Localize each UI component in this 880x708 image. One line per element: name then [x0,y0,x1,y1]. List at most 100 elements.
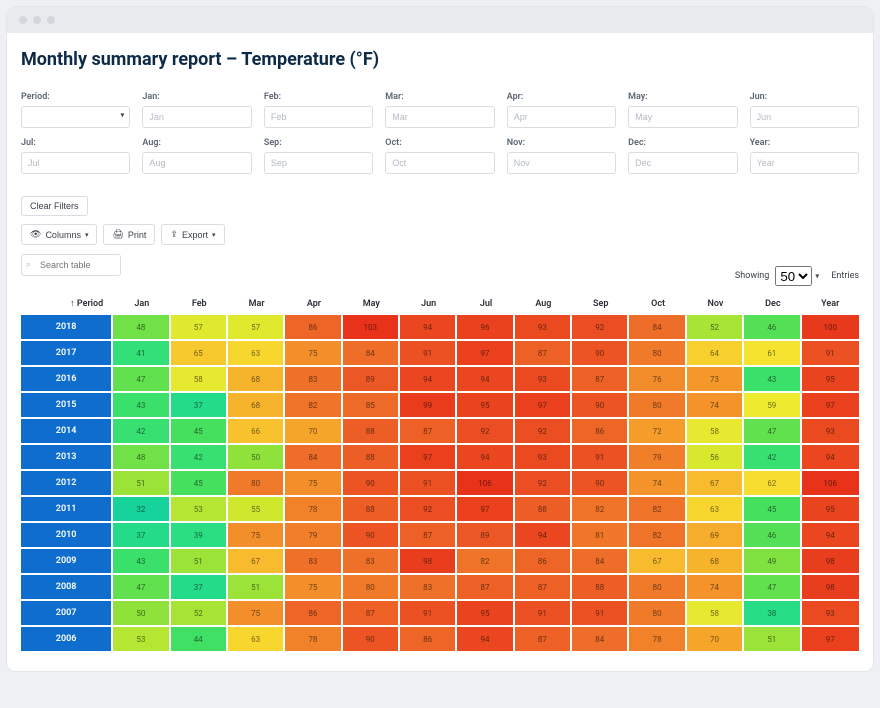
chevron-down-icon: ▾ [85,231,89,239]
heat-cell: 57 [228,315,285,339]
cell-value: 96 [481,323,490,332]
heat-cell: 83 [343,549,400,573]
cell-value: 55 [251,505,260,514]
heat-cell: 80 [629,393,686,417]
heat-cell: 46 [744,523,801,547]
heat-cell: 91 [400,471,457,495]
cell-value: 97 [481,505,490,514]
col-header-period[interactable]: ↑ Period [21,292,113,315]
heat-cell: 63 [228,627,285,651]
heat-cell: 97 [457,341,514,365]
cell-value: 84 [595,635,604,644]
cell-value: 78 [308,505,317,514]
showing-prefix: Showing [735,271,769,281]
cell-value: 42 [194,453,203,462]
table-row: 200943516783839882868467684998 [21,549,859,573]
heat-cell: 45 [744,497,801,521]
heat-cell: 80 [228,471,285,495]
cell-value: 87 [538,349,547,358]
heat-cell: 53 [171,497,228,521]
cell-value: 88 [366,453,375,462]
filter-input-jul[interactable] [21,152,130,174]
heat-cell: 43 [113,549,170,573]
heat-cell: 84 [629,315,686,339]
period-cell: 2007 [21,601,113,625]
col-header[interactable]: Jan [113,292,170,315]
heat-cell: 91 [572,601,629,625]
filter-input-mar[interactable] [385,106,494,128]
heat-cell: 92 [457,419,514,443]
cell-value: 89 [481,531,490,540]
filter-input-jun[interactable] [750,106,859,128]
col-header[interactable]: May [343,292,400,315]
search-input[interactable] [21,254,121,276]
col-header[interactable]: Aug [515,292,572,315]
heat-cell: 87 [515,627,572,651]
export-button[interactable]: ⇪ Export ▾ [161,224,224,245]
filter-input-sep[interactable] [264,152,373,174]
filter-input-apr[interactable] [507,106,616,128]
columns-button-label: Columns [45,230,81,240]
export-icon: ⇪ [170,229,178,240]
col-header[interactable]: Nov [687,292,744,315]
filter-input-oct[interactable] [385,152,494,174]
cell-value: 86 [423,635,432,644]
heat-cell: 58 [687,419,744,443]
cell-value: 47 [136,375,145,384]
toolbar: Clear Filters 👁 Columns ▾ 🖨 Print ⇪ Expo… [21,196,859,276]
entries-select[interactable]: 50 [775,266,812,286]
filter-input-dec[interactable] [628,152,737,174]
cell-value: 64 [710,349,719,358]
heat-cell: 106 [457,471,514,495]
cell-value: 82 [308,401,317,410]
cell-value: 90 [366,531,375,540]
period-select[interactable] [21,106,130,128]
cell-value: 91 [595,609,604,618]
table-row: 20125145807590911069290746762106 [21,471,859,495]
cell-value: 100 [824,323,838,332]
cell-value: 87 [538,583,547,592]
col-header[interactable]: Oct [629,292,686,315]
heat-cell: 90 [572,471,629,495]
filter-input-may[interactable] [628,106,737,128]
print-button[interactable]: 🖨 Print [103,224,155,245]
columns-button[interactable]: 👁 Columns ▾ [21,224,97,245]
filter-input-nov[interactable] [507,152,616,174]
filter-input-jan[interactable] [142,106,251,128]
col-header[interactable]: Apr [285,292,342,315]
cell-value: 87 [538,635,547,644]
table-row: 201132535578889297888282634595 [21,497,859,521]
col-header[interactable]: Jul [457,292,514,315]
col-header[interactable]: Jun [400,292,457,315]
col-header[interactable]: Mar [228,292,285,315]
filter-label: Oct: [385,138,494,148]
filter-input-aug[interactable] [142,152,251,174]
heat-cell: 80 [343,575,400,599]
col-header[interactable]: Feb [171,292,228,315]
col-header[interactable]: Sep [572,292,629,315]
filter-input-year[interactable] [750,152,859,174]
cell-value: 50 [136,609,145,618]
cell-value: 80 [653,349,662,358]
heat-cell: 55 [228,497,285,521]
heat-cell: 87 [343,601,400,625]
page-content: Monthly summary report – Temperature (°F… [7,33,873,671]
col-header[interactable]: Dec [744,292,801,315]
heat-cell: 98 [400,549,457,573]
period-cell: 2017 [21,341,113,365]
col-header[interactable]: Year [802,292,860,315]
filter-input-feb[interactable] [264,106,373,128]
cell-value: 45 [194,479,203,488]
heat-cell: 94 [457,627,514,651]
heat-cell: 87 [515,341,572,365]
cell-value: 32 [136,505,145,514]
cell-value: 51 [767,635,776,644]
cell-value: 63 [251,349,260,358]
period-cell: 2006 [21,627,113,651]
cell-value: 97 [481,349,490,358]
heat-cell: 92 [515,419,572,443]
clear-filters-button[interactable]: Clear Filters [21,196,88,216]
cell-value: 86 [538,557,547,566]
heat-cell: 70 [687,627,744,651]
cell-value: 45 [767,505,776,514]
